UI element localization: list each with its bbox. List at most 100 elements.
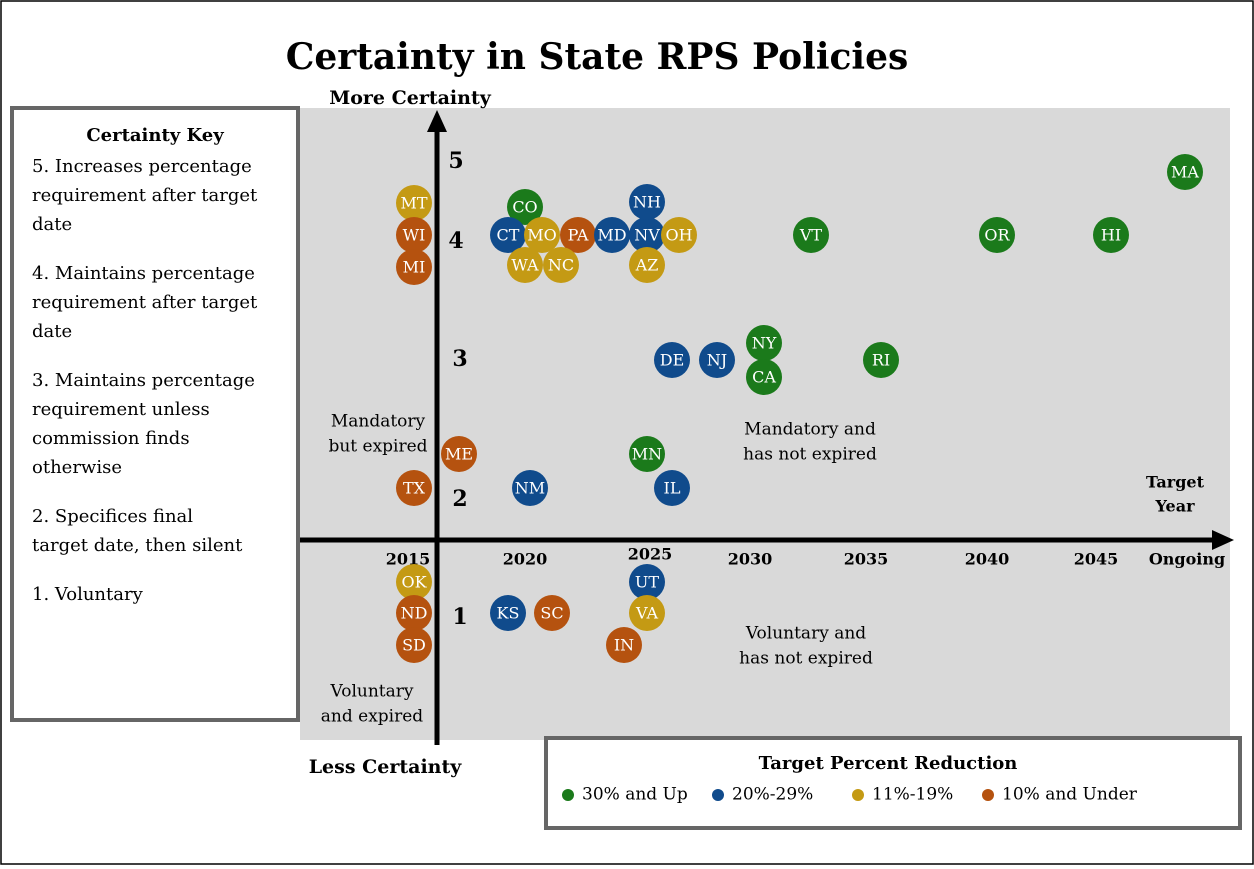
x-tick-label: 2040 xyxy=(965,550,1010,569)
state-label: ME xyxy=(445,445,473,464)
state-label: PA xyxy=(568,226,589,245)
state-marker xyxy=(629,247,665,283)
state-label: NY xyxy=(752,334,777,353)
state-marker xyxy=(629,184,665,220)
bottom-axis-label: Less Certainty xyxy=(309,756,463,778)
state-label: NJ xyxy=(707,351,727,370)
x-tick-label: 2015 xyxy=(386,550,431,569)
state-marker xyxy=(490,595,526,631)
key-box xyxy=(10,106,300,722)
state-label: VA xyxy=(635,604,658,623)
annotation: and expired xyxy=(321,707,424,727)
annotation: has not expired xyxy=(739,649,873,669)
state-marker xyxy=(654,470,690,506)
state-label: IN xyxy=(614,636,634,655)
legend-label: 11%-19% xyxy=(872,785,953,805)
state-marker xyxy=(629,217,665,253)
state-label: WA xyxy=(511,256,539,275)
state-label: MN xyxy=(632,445,662,464)
state-label: NV xyxy=(634,226,660,245)
state-marker xyxy=(507,247,543,283)
legend-box xyxy=(544,736,1242,830)
x-tick-label: Ongoing xyxy=(1149,550,1225,569)
state-marker xyxy=(543,247,579,283)
annotation: Voluntary xyxy=(330,682,414,702)
state-label: ND xyxy=(401,604,428,623)
y-tick-label: 2 xyxy=(452,486,467,512)
state-marker xyxy=(441,436,477,472)
state-marker xyxy=(746,325,782,361)
state-label: OH xyxy=(665,226,692,245)
state-label: CO xyxy=(512,198,537,217)
state-marker xyxy=(629,436,665,472)
state-marker xyxy=(396,595,432,631)
key-item: target date, then silent xyxy=(32,535,243,556)
state-label: IL xyxy=(664,479,681,498)
state-marker xyxy=(560,217,596,253)
chart-title: Certainty in State RPS Policies xyxy=(286,36,909,78)
state-label: KS xyxy=(497,604,520,623)
state-label: NC xyxy=(548,256,574,275)
x-axis-title: Year xyxy=(1154,497,1195,516)
state-label: WI xyxy=(403,226,426,245)
x-tick-label: 2030 xyxy=(728,550,773,569)
state-label: TX xyxy=(403,479,426,498)
key-item: requirement after target xyxy=(32,292,258,313)
state-marker xyxy=(396,249,432,285)
state-marker xyxy=(863,342,899,378)
state-marker xyxy=(661,217,697,253)
key-title: Certainty Key xyxy=(86,125,224,146)
annotation: Voluntary and xyxy=(745,624,866,644)
state-label: RI xyxy=(872,351,890,370)
state-marker xyxy=(1093,217,1129,253)
legend-swatch xyxy=(712,789,724,801)
key-item: commission finds xyxy=(32,428,190,449)
state-marker xyxy=(606,627,642,663)
state-label: UT xyxy=(635,573,659,592)
state-marker xyxy=(594,217,630,253)
y-tick-label: 1 xyxy=(452,604,467,630)
state-label: HI xyxy=(1101,226,1121,245)
state-marker xyxy=(793,217,829,253)
state-label: VT xyxy=(799,226,823,245)
state-label: MI xyxy=(403,258,426,277)
state-marker xyxy=(524,217,560,253)
annotation: but expired xyxy=(328,437,427,457)
x-axis-title: Target xyxy=(1146,473,1205,492)
state-marker xyxy=(699,342,735,378)
legend-label: 30% and Up xyxy=(582,785,688,805)
x-tick-label: 2025 xyxy=(628,545,673,564)
x-tick-label: 2035 xyxy=(844,550,889,569)
state-marker xyxy=(979,217,1015,253)
state-label: MT xyxy=(400,194,427,213)
x-tick-label: 2045 xyxy=(1074,550,1119,569)
legend-title: Target Percent Reduction xyxy=(759,753,1018,774)
y-tick-label: 5 xyxy=(448,148,463,174)
top-axis-label: More Certainty xyxy=(329,87,492,109)
plot-area xyxy=(300,108,1230,740)
state-marker xyxy=(490,217,526,253)
key-item: requirement unless xyxy=(32,399,210,420)
legend-swatch xyxy=(562,789,574,801)
state-marker xyxy=(396,564,432,600)
state-label: CA xyxy=(752,368,776,387)
state-label: OR xyxy=(984,226,1010,245)
annotation: has not expired xyxy=(743,445,877,465)
y-axis-arrow xyxy=(427,110,447,132)
state-label: OK xyxy=(401,573,427,592)
state-marker xyxy=(629,564,665,600)
key-item: 3. Maintains percentage xyxy=(32,370,255,391)
annotation: Mandatory xyxy=(331,412,426,432)
state-marker xyxy=(746,359,782,395)
legend-swatch xyxy=(982,789,994,801)
legend-label: 10% and Under xyxy=(1002,785,1138,805)
state-marker xyxy=(654,342,690,378)
state-marker xyxy=(512,470,548,506)
state-marker xyxy=(396,217,432,253)
state-label: MO xyxy=(527,226,557,245)
state-label: CT xyxy=(497,226,520,245)
legend-swatch xyxy=(852,789,864,801)
state-label: SC xyxy=(540,604,563,623)
state-label: AZ xyxy=(635,256,659,275)
